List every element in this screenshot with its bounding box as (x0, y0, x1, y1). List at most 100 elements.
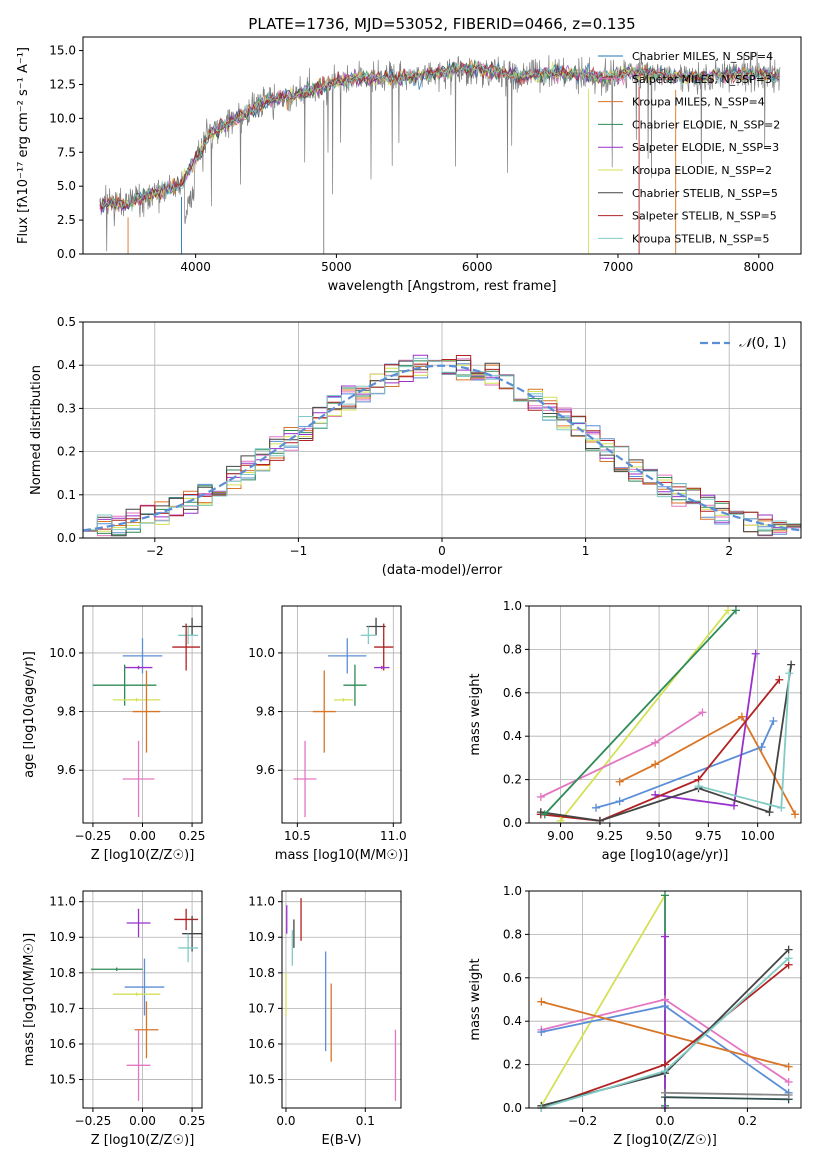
errorbar-point (90, 967, 143, 971)
axes-frame (281, 605, 402, 824)
weight-marker (540, 810, 549, 819)
x-tick-label: 11.0 (380, 829, 407, 843)
weight-marker (595, 816, 604, 825)
y-axis-label: Normed distribution (29, 365, 44, 495)
errorbar-point (112, 698, 161, 702)
y-tick-label: 0.3 (57, 401, 76, 415)
chart-mass-vs-ebv: 0.0 0.1 10.5 10.6 10.7 10.8 10.9 11.0 E(B-V) (248, 890, 402, 1148)
errorbar-point (178, 626, 199, 645)
y-tick-label: 11.0 (248, 895, 275, 909)
x-axis-label: age [log10(age/yr)] (602, 848, 729, 863)
weight-marker (661, 891, 669, 900)
errorbar-point (374, 665, 390, 670)
x-tick-label: 0 (438, 544, 446, 558)
x-tick-label: 1 (582, 544, 590, 558)
y-tick-label: 0.8 (503, 642, 522, 656)
axes-frame (82, 36, 802, 255)
weight-series-line (540, 711, 703, 798)
legend-label: Kroupa ELODIE, N_SSP=2 (632, 164, 772, 177)
x-axis-label: Z [log10(Z/Z☉)] (613, 1133, 717, 1148)
errorbar-point (124, 958, 165, 1016)
weight-marker (784, 1062, 793, 1071)
plot-area (540, 609, 796, 822)
x-tick-label: 9.75 (695, 829, 722, 843)
chart-title: PLATE=1736, MJD=53052, FIBERID=0466, z=0… (248, 15, 635, 33)
plot-area (83, 354, 801, 537)
errorbar-point (178, 933, 199, 963)
x-tick-label: −0.25 (75, 829, 112, 843)
weight-marker (751, 649, 760, 658)
x-axis-label: Z [log10(Z/Z☉)] (91, 848, 195, 863)
errorbar-point (360, 626, 377, 645)
y-tick-label: 9.6 (57, 763, 76, 777)
errorbar-point (333, 698, 354, 702)
y-axis-label: age [log10(age/yr)] (22, 651, 37, 778)
y-tick-label: 0.2 (57, 445, 76, 459)
weight-marker (787, 660, 796, 669)
weight-marker (769, 717, 778, 726)
model-spectrum-line (99, 62, 780, 212)
x-tick-label: 10.5 (284, 829, 311, 843)
x-tick-label: 5000 (321, 260, 352, 274)
errorbar-point (172, 623, 201, 671)
legend-label: Salpeter ELODIE, N_SSP=3 (632, 141, 779, 154)
x-tick-label: 0.25 (179, 1114, 206, 1128)
errorbar-point (112, 992, 161, 996)
y-tick-label: 0.0 (57, 531, 76, 545)
errorbar-point (132, 670, 161, 753)
y-tick-label: 11.0 (49, 895, 76, 909)
chart-age-vs-mass: 10.5 11.0 9.6 9.8 10.0 mass [log10(M/M☉)] (248, 605, 408, 863)
x-tick-label: 6000 (462, 260, 493, 274)
y-axis-label: mass [log10(M/M☉)] (22, 933, 37, 1066)
weight-marker (737, 712, 746, 721)
weight-marker (651, 738, 660, 747)
weight-series-line (664, 1096, 789, 1101)
chart-weight-vs-Z: −0.2 0.0 0.2 0.0 0.2 0.4 0.6 0.8 1.0 Z [log10(Z/Z… (468, 884, 802, 1148)
plot-area (90, 908, 202, 1101)
errorbar-point (293, 740, 317, 818)
plot-area (99, 51, 781, 254)
x-tick-label: −2 (146, 544, 164, 558)
weight-marker (784, 954, 793, 963)
y-axis-label: mass weight (468, 673, 483, 755)
x-axis-label: E(B-V) (321, 1133, 361, 1148)
x-tick-label: 9.00 (547, 829, 574, 843)
y-tick-label: 10.7 (248, 1001, 275, 1015)
weight-series-line (540, 679, 780, 822)
y-tick-label: 0.8 (503, 927, 522, 941)
y-tick-label: 9.6 (256, 763, 275, 777)
y-tick-label: 10.8 (49, 966, 76, 980)
x-tick-label: 0.00 (129, 1114, 156, 1128)
x-tick-label: 0.25 (179, 829, 206, 843)
weight-series-line (664, 1091, 789, 1096)
plot-area (92, 617, 202, 818)
y-tick-label: 10.6 (248, 1037, 275, 1051)
y-tick-label: 0.5 (57, 315, 76, 329)
errorbar-point (182, 617, 202, 636)
errorbar-point (126, 908, 151, 938)
weight-marker (615, 777, 624, 786)
y-tick-label: 2.5 (57, 213, 76, 227)
legend-label: Chabrier MILES, N_SSP=4 (632, 50, 773, 63)
legend-label: Salpeter MILES, N_SSP=3 (632, 73, 772, 86)
y-tick-label: 0.0 (57, 247, 76, 261)
x-tick-label: 7000 (603, 260, 634, 274)
weight-marker (651, 760, 660, 769)
x-axis-label: mass [log10(M/M☉)] (275, 848, 408, 863)
x-tick-label: 0.2 (738, 1114, 757, 1128)
y-tick-label: 0.4 (503, 1014, 522, 1028)
errorbar-point (124, 665, 153, 670)
weight-marker (536, 792, 545, 801)
x-tick-label: 0.00 (129, 829, 156, 843)
weight-marker (694, 782, 703, 791)
weight-marker (724, 606, 733, 615)
errorbar-point (312, 670, 336, 753)
weight-series-line (540, 894, 666, 1107)
weight-marker (651, 790, 660, 799)
errorbar-point (122, 740, 155, 818)
y-tick-label: 9.8 (256, 705, 275, 719)
x-tick-label: −0.25 (75, 1114, 112, 1128)
chart-spectrum: Chabrier MILES, N_SSP=4 Salpeter MILES, N… (16, 15, 802, 294)
weight-marker (537, 997, 546, 1006)
